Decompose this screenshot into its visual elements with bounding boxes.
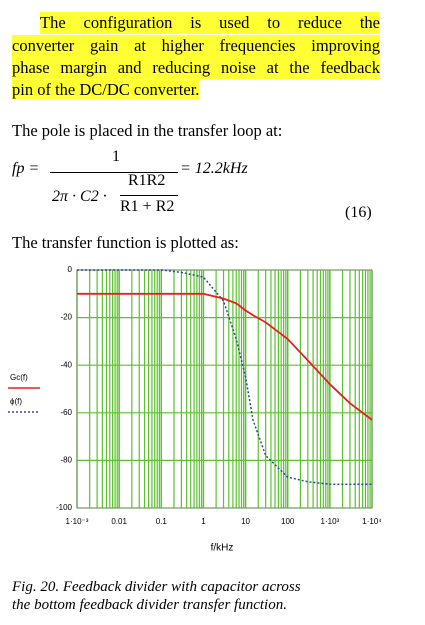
series-line: [77, 269, 372, 485]
equation-denominator: 2π · C2 ·: [52, 188, 107, 205]
legend-label: ϕ(f): [10, 397, 22, 406]
chart: f/kHz 1·10⁻³ 0.01 0.1 1 10 100 1·10³ 1·10⁴ 0 -20 -…: [8, 265, 382, 554]
paragraph: The pole is placed in the transfer loop …: [12, 121, 283, 140]
x-tick-label: 0.01: [111, 517, 127, 526]
x-tick-label: 1: [201, 517, 206, 526]
caption-line: Fig. 20. Feedback divider with capacitor…: [12, 579, 301, 595]
equation-result: = 12.2kHz: [180, 160, 248, 177]
y-tick-label: -20: [60, 313, 72, 322]
x-tick-label: 0.1: [156, 517, 168, 526]
intro-line: phase margin and reducing noise at the f…: [12, 57, 380, 79]
series-line: [77, 292, 373, 421]
equation-number: (16): [345, 204, 372, 221]
y-tick-label: -40: [60, 360, 72, 369]
intro-line: pin of the DC/DC converter.: [12, 80, 200, 99]
x-tick-label: 10: [241, 517, 250, 526]
equation-inner-numerator: R1R2: [128, 172, 166, 189]
x-tick-label: 1·10³: [321, 517, 340, 526]
caption-line: the bottom feedback divider transfer fun…: [12, 597, 287, 613]
intro-line: The configuration is used to reduce the: [40, 12, 380, 34]
x-tick-label: 1·10⁴: [362, 517, 382, 526]
x-tick-label: 1·10⁻³: [66, 517, 89, 526]
x-axis-label: f/kHz: [211, 543, 234, 554]
equation-numerator: 1: [112, 148, 120, 165]
y-tick-label: -100: [56, 503, 73, 512]
y-tick-label: -80: [60, 456, 72, 465]
plot-frame: [76, 269, 373, 509]
paragraph: The transfer function is plotted as:: [12, 233, 239, 252]
legend-label: Gc(f): [10, 373, 28, 382]
y-tick-label: 0: [68, 265, 73, 274]
x-tick-label: 100: [281, 517, 295, 526]
y-tick-label: -60: [60, 408, 72, 417]
equation-inner-denominator: R1 + R2: [120, 198, 175, 215]
intro-line: converter gain at higher frequencies imp…: [12, 35, 380, 57]
equation-lhs: fp =: [12, 160, 40, 177]
